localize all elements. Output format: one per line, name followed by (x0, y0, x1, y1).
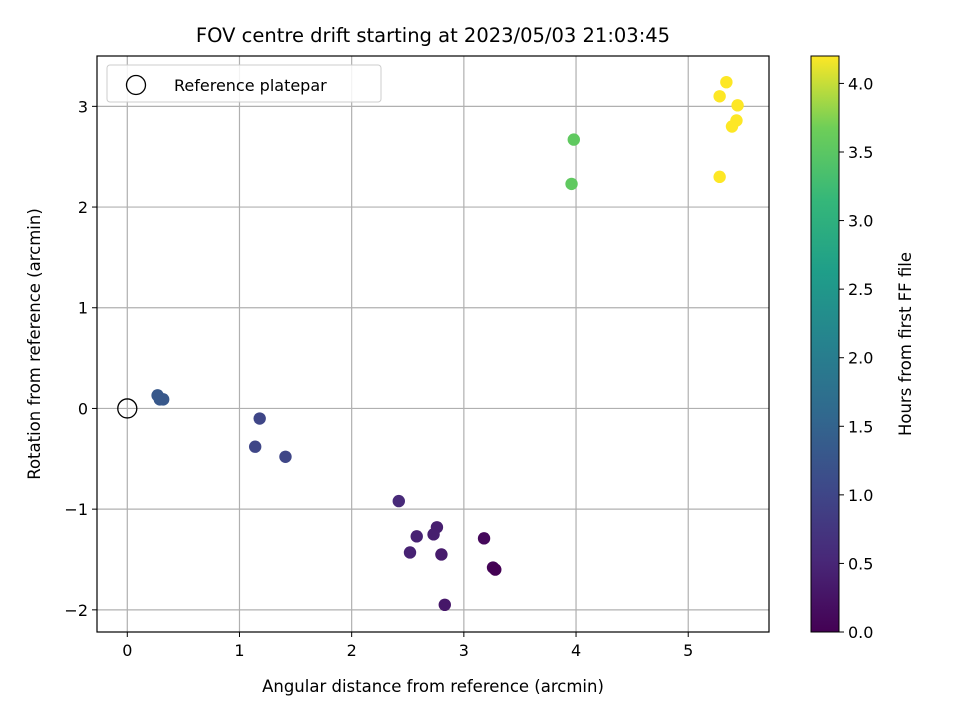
data-point (156, 393, 170, 406)
data-point (720, 75, 733, 89)
colorbar-tick-label: 2.0 (848, 349, 873, 368)
data-point (477, 532, 491, 545)
colorbar-tick-label: 0.5 (848, 554, 873, 573)
data-points (151, 75, 744, 612)
x-tick-label: 3 (459, 641, 469, 660)
x-tick-label: 4 (571, 641, 581, 660)
data-point (713, 90, 726, 103)
colorbar-label: Hours from first FF file (896, 252, 915, 436)
reference-platepar-marker (117, 398, 138, 419)
data-point (713, 170, 726, 184)
x-axis-ticks: 0 1 2 3 4 5 (122, 632, 693, 660)
colorbar-tick-label: 3.5 (848, 143, 873, 162)
data-point (392, 494, 405, 508)
colorbar-ticks: 0.0 0.5 1.0 1.5 2.0 2.5 3.0 3.5 4.0 (839, 74, 873, 642)
plot-frame (96, 55, 770, 633)
data-point (279, 450, 292, 463)
data-point (253, 412, 266, 425)
x-tick-label: 0 (122, 641, 132, 660)
x-tick-label: 5 (683, 641, 693, 660)
y-tick-label: 2 (78, 198, 88, 217)
data-point (489, 563, 502, 576)
legend: Reference platepar (106, 64, 382, 103)
legend-label: Reference platepar (174, 76, 327, 95)
data-point (248, 440, 262, 453)
legend-marker-open-circle (125, 74, 147, 96)
x-tick-label: 1 (234, 641, 244, 660)
y-axis-ticks: −2 −1 0 1 2 3 (64, 97, 97, 620)
y-tick-label: 0 (78, 399, 88, 418)
data-point (731, 99, 744, 112)
colorbar-tick-label: 4.0 (848, 74, 873, 93)
data-point (567, 133, 580, 146)
colorbar-tick-label: 1.0 (848, 486, 873, 505)
y-tick-label: 3 (78, 97, 88, 116)
chart-title: FOV centre drift starting at 2023/05/03 … (196, 24, 670, 47)
colorbar-tick-label: 3.0 (848, 212, 873, 231)
data-point (410, 530, 423, 543)
colorbar-tick-label: 2.5 (848, 280, 873, 299)
x-axis-label: Angular distance from reference (arcmin) (262, 677, 604, 696)
data-point (435, 548, 448, 561)
data-point (725, 120, 739, 133)
colorbar-tick-label: 0.0 (848, 623, 873, 642)
colorbar: 0.0 0.5 1.0 1.5 2.0 2.5 3.0 3.5 4.0 Hours from f… (810, 55, 915, 642)
data-point (403, 546, 417, 559)
colorbar-tick-label: 1.5 (848, 417, 873, 436)
y-tick-label: 1 (78, 299, 88, 318)
y-axis-label: Rotation from reference (arcmin) (25, 208, 44, 480)
legend-box (106, 64, 382, 103)
reference-marker-layer (117, 398, 138, 419)
y-tick-label: −2 (64, 601, 88, 620)
grid (97, 56, 769, 632)
data-point (565, 177, 578, 191)
data-point (438, 598, 451, 612)
data-point (427, 528, 440, 541)
y-tick-label: −1 (64, 500, 88, 519)
x-tick-label: 2 (347, 641, 357, 660)
colorbar-gradient (810, 55, 840, 633)
